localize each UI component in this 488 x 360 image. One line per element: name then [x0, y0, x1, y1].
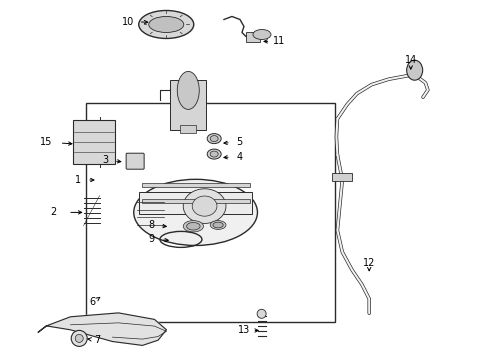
Text: 13: 13 [238, 325, 250, 336]
Ellipse shape [406, 60, 422, 80]
Text: 1: 1 [75, 175, 81, 185]
Text: 3: 3 [102, 155, 108, 165]
Ellipse shape [183, 221, 203, 232]
Bar [142, 184, 249, 187]
Text: 15: 15 [40, 137, 53, 147]
Bar [142, 199, 249, 203]
Text: 11: 11 [272, 36, 285, 46]
Bar [73, 120, 115, 164]
Polygon shape [38, 313, 166, 345]
Ellipse shape [186, 222, 200, 230]
Text: 14: 14 [404, 55, 416, 66]
Text: 12: 12 [362, 258, 375, 268]
Ellipse shape [207, 134, 221, 144]
Text: 2: 2 [51, 207, 57, 217]
Bar [170, 80, 206, 130]
Bar [245, 32, 260, 42]
Bar [85, 103, 334, 322]
Text: 5: 5 [236, 137, 242, 147]
Ellipse shape [139, 10, 193, 39]
Ellipse shape [210, 221, 225, 229]
Text: 9: 9 [148, 234, 154, 244]
FancyBboxPatch shape [126, 153, 144, 169]
Bar [139, 192, 251, 213]
Text: 6: 6 [90, 297, 96, 307]
Ellipse shape [210, 136, 218, 141]
Ellipse shape [192, 196, 217, 216]
Text: 4: 4 [236, 152, 242, 162]
Ellipse shape [183, 189, 225, 224]
Ellipse shape [257, 309, 265, 318]
Ellipse shape [213, 222, 223, 228]
Ellipse shape [148, 17, 183, 32]
Ellipse shape [134, 179, 257, 246]
Text: 7: 7 [95, 335, 101, 345]
Bar [180, 125, 196, 134]
Ellipse shape [207, 149, 221, 159]
Bar [331, 173, 351, 181]
Text: 8: 8 [148, 220, 154, 230]
Ellipse shape [75, 334, 83, 342]
Ellipse shape [252, 30, 270, 40]
Ellipse shape [71, 330, 87, 346]
Ellipse shape [177, 71, 199, 109]
Text: 10: 10 [122, 17, 134, 27]
Ellipse shape [210, 151, 218, 157]
